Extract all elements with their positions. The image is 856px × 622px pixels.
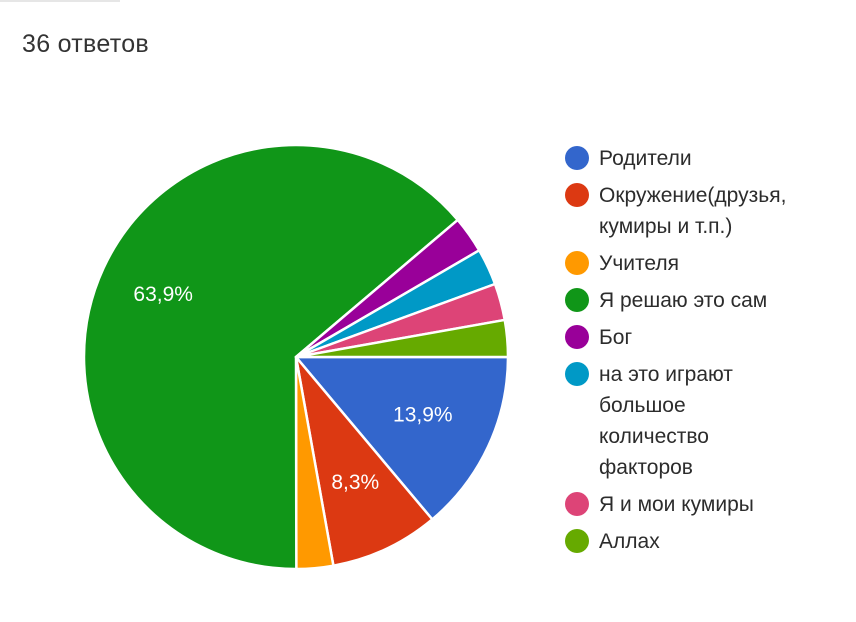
top-divider bbox=[0, 0, 120, 8]
legend-item-7: Аллах bbox=[565, 526, 845, 557]
legend-label: Я и мои кумиры bbox=[599, 493, 754, 516]
legend-swatch-icon bbox=[565, 183, 589, 207]
slice-label-0: 13,9% bbox=[393, 404, 453, 427]
slice-label-3: 63,9% bbox=[133, 283, 193, 306]
legend-label: Я решаю это сам bbox=[599, 289, 768, 312]
legend-item-4: Бог bbox=[565, 322, 845, 353]
slice-label-1: 8,3% bbox=[331, 471, 379, 494]
pie-slice-3 bbox=[82, 143, 459, 571]
legend-item-3: Я решаю это сам bbox=[565, 285, 845, 316]
pie-slice-0 bbox=[294, 355, 510, 521]
legend-label: Учителя bbox=[599, 252, 680, 275]
legend-item-6: Я и мои кумиры bbox=[565, 489, 845, 520]
legend-swatch-icon bbox=[565, 251, 589, 275]
legend-item-0: Родители bbox=[565, 143, 845, 174]
legend-swatch-icon bbox=[565, 492, 589, 516]
pie-slice-7 bbox=[294, 318, 510, 359]
legend-label: Аллах bbox=[599, 530, 660, 553]
legend-swatch-icon bbox=[565, 362, 589, 386]
legend-swatch-icon bbox=[565, 288, 589, 312]
legend-swatch-icon bbox=[565, 146, 589, 170]
legend-item-5: на это играют большое количество факторо… bbox=[565, 359, 845, 483]
legend-swatch-icon bbox=[565, 325, 589, 349]
response-count: 36 ответов bbox=[22, 30, 149, 58]
legend-label: Окружение(друзья, кумиры и т.п.) bbox=[599, 184, 787, 238]
chart-legend: Родители Окружение(друзья, кумиры и т.п.)… bbox=[565, 143, 845, 563]
legend-label: Бог bbox=[599, 326, 633, 349]
legend-item-2: Учителя bbox=[565, 248, 845, 279]
pie-slice-1 bbox=[294, 355, 434, 567]
legend-item-1: Окружение(друзья, кумиры и т.п.) bbox=[565, 180, 845, 242]
legend-label: Родители bbox=[599, 147, 692, 170]
legend-label: на это играют большое количество факторо… bbox=[599, 363, 733, 479]
legend-swatch-icon bbox=[565, 529, 589, 553]
